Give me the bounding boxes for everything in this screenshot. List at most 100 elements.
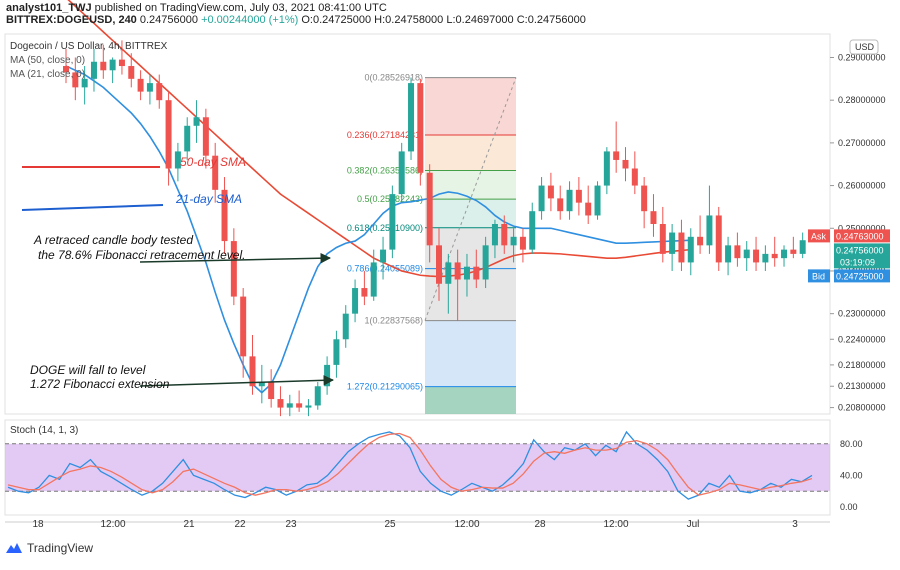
candle-body[interactable] [109, 59, 116, 71]
candle-body[interactable] [753, 249, 760, 263]
candle-body[interactable] [314, 386, 321, 406]
candle-body[interactable] [799, 240, 806, 254]
currency-label: USD [855, 42, 875, 52]
author-name[interactable]: analyst101_TWJ [6, 2, 92, 14]
candle-body[interactable] [631, 168, 638, 186]
candle-body[interactable] [333, 339, 340, 365]
candle-body[interactable] [128, 66, 135, 79]
time-tick-label: 12:00 [454, 519, 479, 530]
candle-body[interactable] [90, 61, 97, 79]
candle-body[interactable] [342, 313, 349, 340]
stoch-tick-label: 0.00 [840, 502, 858, 512]
candle-body[interactable] [557, 198, 564, 212]
candle-body[interactable] [118, 59, 125, 67]
candle-body[interactable] [594, 185, 601, 216]
candle-body[interactable] [538, 185, 545, 212]
candle-body[interactable] [762, 253, 769, 263]
candle-body[interactable] [202, 117, 209, 156]
candle-body[interactable] [641, 185, 648, 212]
candle-body[interactable] [650, 211, 657, 224]
stoch-d-line [7, 432, 813, 496]
candle-body[interactable] [473, 266, 480, 280]
candle-body[interactable] [286, 403, 293, 408]
candle-body[interactable] [63, 66, 69, 73]
candle-body[interactable] [240, 296, 247, 357]
candle-body[interactable] [697, 236, 704, 246]
candle-body[interactable] [566, 189, 573, 212]
candle-body[interactable] [501, 224, 508, 246]
candle-body[interactable] [277, 399, 284, 408]
sma50-annotation: 50-day SMA [180, 155, 246, 169]
candle-body[interactable] [305, 405, 312, 408]
candle-body[interactable] [622, 159, 629, 169]
candle-body[interactable] [230, 241, 237, 297]
candle-body[interactable] [212, 155, 219, 190]
candle-body[interactable] [771, 253, 778, 259]
candle-body[interactable] [575, 189, 582, 203]
price-tick-label: 0.23000000 [838, 309, 886, 319]
candle-body[interactable] [725, 245, 732, 263]
candle-body[interactable] [613, 151, 620, 160]
candle-body[interactable] [258, 381, 265, 387]
candle-body[interactable] [781, 249, 788, 259]
candle-body[interactable] [454, 262, 461, 280]
candle-body[interactable] [715, 215, 722, 263]
candle-body[interactable] [370, 262, 377, 297]
price-tick-label: 0.21300000 [838, 381, 886, 391]
candle-body[interactable] [659, 224, 666, 254]
candle-body[interactable] [137, 78, 144, 92]
candle-body[interactable] [790, 249, 797, 254]
currency-badge[interactable] [849, 39, 879, 55]
candle-body[interactable] [687, 236, 694, 263]
candle-body[interactable] [380, 249, 387, 263]
candle-body[interactable] [585, 202, 592, 216]
candle-body[interactable] [146, 83, 153, 92]
candle-body[interactable] [491, 224, 498, 246]
candle-body[interactable] [529, 211, 536, 250]
candle-body[interactable] [408, 83, 415, 152]
candle-body[interactable] [417, 83, 424, 173]
time-tick-label: Jul [687, 519, 700, 530]
candle-body[interactable] [100, 61, 107, 71]
time-tick-label: 12:00 [100, 519, 125, 530]
candle-body[interactable] [706, 215, 713, 246]
chart-header: analyst101_TWJ published on TradingView.… [6, 2, 586, 26]
candle-body[interactable] [352, 288, 359, 314]
candle-body[interactable] [669, 232, 676, 254]
stoch-tick-label: 80.00 [840, 439, 863, 449]
candle-body[interactable] [734, 245, 741, 259]
legend-title: Dogecoin / US Dollar, 4h, BITTREX [10, 41, 168, 52]
candle-body[interactable] [426, 172, 433, 246]
candle-body[interactable] [389, 194, 396, 250]
candle-body[interactable] [463, 266, 470, 280]
candle-body[interactable] [510, 236, 517, 246]
tradingview-footer[interactable]: TradingView [6, 541, 93, 555]
candle-body[interactable] [436, 245, 442, 284]
candle-body[interactable] [268, 381, 275, 400]
candle-body[interactable] [165, 100, 172, 169]
candle-body[interactable] [519, 236, 526, 250]
candle-body[interactable] [678, 232, 685, 263]
candle-body[interactable] [174, 151, 181, 169]
candle-body[interactable] [361, 288, 368, 297]
candle-body[interactable] [547, 185, 554, 199]
note-retrace-line1: A retraced candle body tested [33, 233, 193, 247]
candle-body[interactable] [445, 262, 452, 284]
time-tick-label: 21 [183, 519, 195, 530]
candle-body[interactable] [72, 72, 79, 88]
candle-body[interactable] [193, 117, 200, 126]
candle-body[interactable] [184, 125, 191, 152]
legend-ma21: MA (21, close, 0) [10, 69, 85, 80]
candle-body[interactable] [156, 83, 163, 101]
candle-body[interactable] [296, 403, 303, 408]
candle-body[interactable] [398, 151, 405, 195]
candle-body[interactable] [249, 356, 256, 387]
candle-body[interactable] [221, 189, 228, 242]
candle-body[interactable] [603, 151, 610, 186]
candle-body[interactable] [81, 78, 88, 88]
candle-body[interactable] [324, 364, 331, 387]
candle-body[interactable] [743, 249, 750, 259]
candle-body[interactable] [482, 245, 489, 280]
